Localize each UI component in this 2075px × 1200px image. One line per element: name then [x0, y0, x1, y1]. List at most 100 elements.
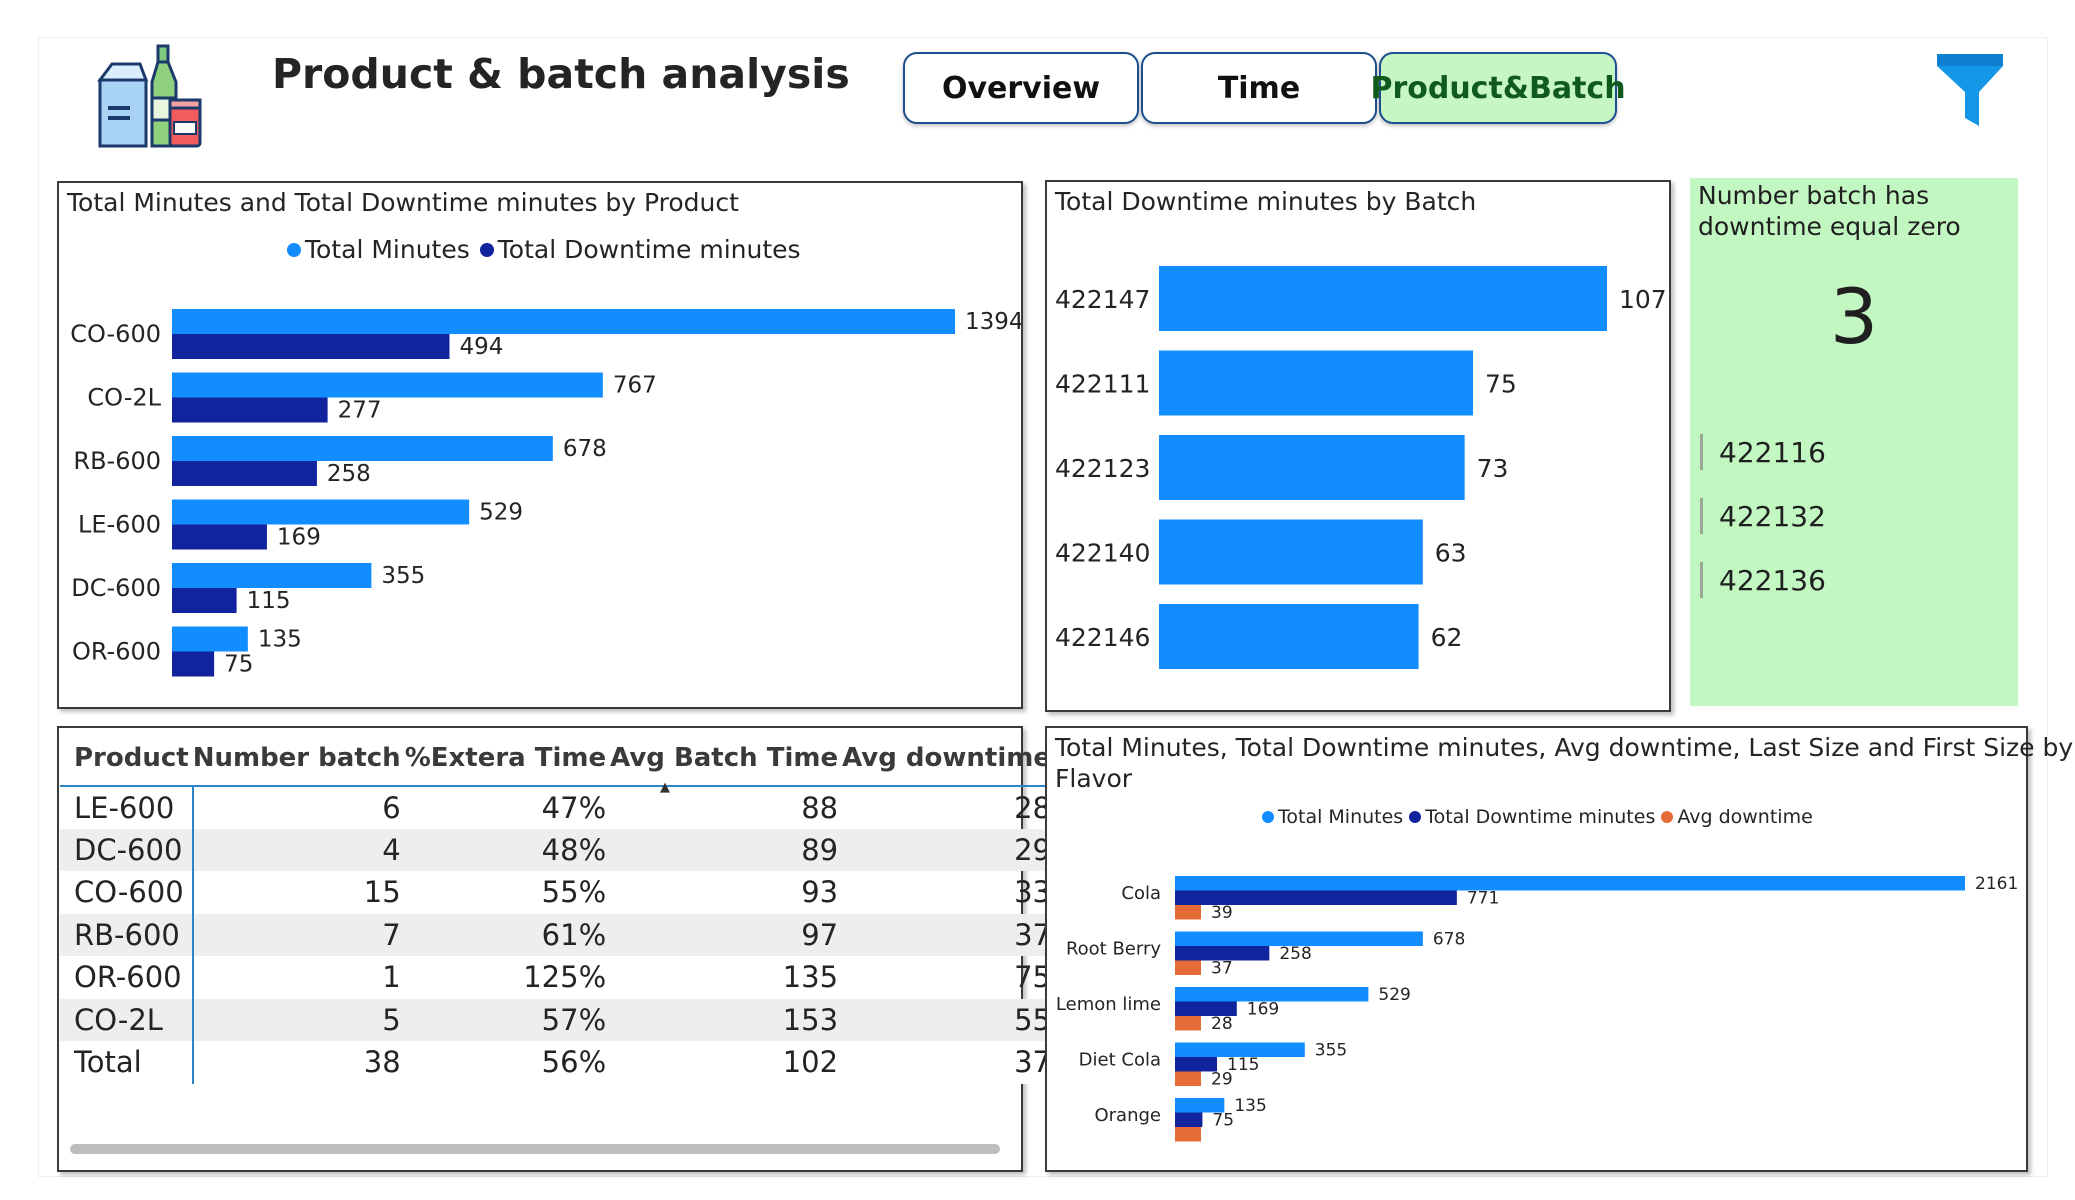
- kpi-batch-id: 422136: [1719, 563, 1826, 597]
- table-row[interactable]: CO-2L 5 57% 153 55: [60, 998, 1055, 1041]
- cell-extra-time: 55%: [541, 875, 607, 910]
- cell-number-batch: 4: [192, 828, 405, 871]
- cell-avg-batch-time: 89: [610, 828, 843, 871]
- data-label-total-minutes-dc-600: 355: [381, 563, 425, 589]
- category-label-422146: 422146: [1055, 623, 1150, 652]
- data-label-total-downtime-minutes-lemon-lime: 169: [1247, 1000, 1279, 1020]
- cell-avg-downtime: 33: [1014, 875, 1051, 910]
- data-label-avg-downtime-diet-cola: 29: [1211, 1070, 1233, 1090]
- cell-avg-downtime: 37: [842, 1041, 1055, 1084]
- zero-downtime-kpi-card: Number batch has downtime equal zero 3 4…: [1690, 178, 2018, 706]
- data-label-total-downtime-minutes-orange: 75: [1212, 1111, 1234, 1131]
- bar-total-minutes-co-600: [172, 309, 955, 334]
- bar-total-minutes-cola: [1175, 876, 1965, 891]
- data-label-422111: 75: [1485, 370, 1517, 399]
- column-header-extra-time[interactable]: %Extera Time: [404, 742, 607, 773]
- bar-total-downtime-minutes-orange: [1175, 1112, 1203, 1127]
- table-horizontal-scrollbar[interactable]: [70, 1144, 1000, 1154]
- bar-total-downtime-minutes-co-600: [172, 334, 450, 359]
- bar-total-minutes-dc-600: [172, 563, 372, 588]
- data-label-total-minutes-diet-cola: 355: [1315, 1041, 1347, 1061]
- cell-extra-time: 56%: [404, 1041, 611, 1084]
- flavor-chart-title: Total Minutes, Total Downtime minutes, A…: [1055, 732, 2073, 795]
- bar-total-minutes-or-600: [172, 626, 248, 652]
- page-title: Product & batch analysis: [272, 50, 850, 98]
- data-label-total-minutes-le-600: 529: [479, 500, 523, 526]
- bar-total-downtime-minutes-lemon-lime: [1175, 1001, 1237, 1016]
- data-label-total-downtime-minutes-dc-600: 115: [247, 588, 291, 614]
- cell-number-batch: 7: [192, 913, 405, 956]
- kpi-title: Number batch has downtime equal zero: [1698, 181, 1961, 242]
- table-row[interactable]: LE-600 6 47% 88 28: [60, 786, 1055, 829]
- cell-avg-downtime: 55: [842, 998, 1055, 1041]
- cell-product: DC-600: [60, 828, 194, 871]
- bar-total-minutes-le-600: [172, 499, 470, 525]
- cell-number-batch: 1: [382, 960, 401, 995]
- cell-avg-batch-time: 93: [801, 875, 839, 910]
- category-label-422140: 422140: [1055, 539, 1150, 568]
- cell-extra-time: 125%: [523, 960, 607, 995]
- legend-label-avg-downtime: Avg downtime: [1677, 806, 1813, 828]
- category-label-co-600: CO-600: [70, 320, 161, 348]
- legend-label-total-downtime: Total Downtime minutes: [1425, 806, 1656, 828]
- cell-extra-time: 47%: [541, 790, 607, 825]
- bar-total-downtime-minutes-cola: [1175, 890, 1457, 905]
- table-row[interactable]: CO-600 15 55% 93 33: [60, 871, 1055, 914]
- legend-item-total-downtime: Total Downtime minutes: [479, 235, 801, 264]
- cell-avg-batch-time: 102: [610, 1041, 843, 1084]
- category-label-diet-cola: Diet Cola: [1079, 1050, 1161, 1071]
- grocery-products-icon: [97, 44, 202, 148]
- sort-ascending-icon[interactable]: ▲: [660, 780, 670, 795]
- table-row[interactable]: DC-600 4 48% 89 29: [60, 828, 1055, 871]
- filter-funnel-icon[interactable]: [1935, 50, 2005, 128]
- category-label-422123: 422123: [1055, 454, 1150, 483]
- cell-extra-time: 57%: [404, 998, 611, 1041]
- nav-overview-button[interactable]: Overview: [903, 52, 1139, 124]
- cell-avg-batch-time: 88: [801, 790, 839, 825]
- table-row[interactable]: RB-600 7 61% 97 37: [60, 913, 1055, 956]
- nav-product-batch-button[interactable]: Product&Batch: [1370, 52, 1626, 124]
- bar-downtime-422146: [1159, 604, 1419, 669]
- kpi-batch-row[interactable]: 422116: [1700, 420, 1826, 484]
- data-label-total-minutes-rb-600: 678: [563, 436, 607, 462]
- batch-chart-panel: Total Downtime minutes by Batch 422147 10…: [1045, 180, 1671, 712]
- table-total-row[interactable]: Total 38 56% 102 37: [60, 1041, 1055, 1084]
- nav-time-button[interactable]: Time: [1141, 52, 1377, 124]
- cell-avg-batch-time: 97: [610, 913, 843, 956]
- flavor-bar-chart: Cola 2161 771 39 Root Berry 678 258 37 Lemon lim…: [1056, 874, 2018, 1142]
- bar-avg-downtime-lemon-lime: [1175, 1016, 1201, 1031]
- column-header-avg-batch-time[interactable]: Avg Batch Time: [610, 742, 839, 773]
- bar-downtime-422147: [1159, 266, 1607, 331]
- legend-dot-total-downtime: [479, 242, 494, 257]
- bar-avg-downtime-root-berry: [1175, 960, 1201, 975]
- category-label-le-600: LE-600: [78, 511, 161, 539]
- column-header-number-batch[interactable]: Number batch: [192, 742, 401, 773]
- data-label-422123: 73: [1477, 454, 1509, 483]
- data-label-total-downtime-minutes-le-600: 169: [277, 525, 321, 551]
- legend-label-total-minutes: Total Minutes: [305, 235, 470, 264]
- cell-number-batch: 15: [363, 875, 401, 910]
- bar-downtime-422123: [1159, 435, 1465, 500]
- cell-avg-downtime: 37: [842, 913, 1055, 956]
- data-label-avg-downtime-cola: 39: [1211, 903, 1233, 923]
- data-label-total-minutes-root-berry: 678: [1433, 930, 1465, 950]
- bar-total-minutes-lemon-lime: [1175, 987, 1369, 1002]
- cell-product: CO-600: [60, 871, 194, 914]
- product-bar-chart: CO-600 1394 494 CO-2L 767 277 RB-600 678 258 LE-6…: [70, 309, 1021, 678]
- legend-dot-total-downtime: [1409, 811, 1422, 823]
- kpi-batch-list: 422116 422132 422136: [1700, 420, 1826, 612]
- bar-total-downtime-minutes-co-2l: [172, 397, 328, 423]
- kpi-batch-row[interactable]: 422136: [1700, 548, 1826, 612]
- cell-avg-downtime: 28: [1014, 790, 1051, 825]
- bar-total-downtime-minutes-dc-600: [172, 588, 237, 613]
- table-row[interactable]: OR-600 1 125% 135 75: [60, 956, 1055, 999]
- category-label-orange: Orange: [1094, 1105, 1161, 1126]
- kpi-batch-row[interactable]: 422132: [1700, 484, 1826, 548]
- column-header-product[interactable]: Product: [74, 742, 189, 773]
- data-label-total-minutes-orange: 135: [1234, 1096, 1266, 1116]
- data-label-total-downtime-minutes-diet-cola: 115: [1227, 1055, 1259, 1075]
- bar-total-downtime-minutes-diet-cola: [1175, 1057, 1218, 1072]
- column-header-avg-downtime[interactable]: Avg downtime: [842, 742, 1051, 773]
- data-label-total-downtime-minutes-co-600: 494: [459, 334, 503, 360]
- bar-total-downtime-minutes-or-600: [172, 651, 215, 677]
